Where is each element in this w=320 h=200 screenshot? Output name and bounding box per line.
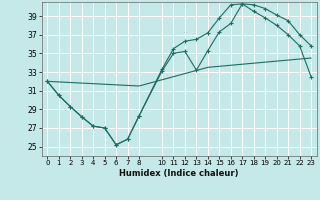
X-axis label: Humidex (Indice chaleur): Humidex (Indice chaleur) xyxy=(119,169,239,178)
